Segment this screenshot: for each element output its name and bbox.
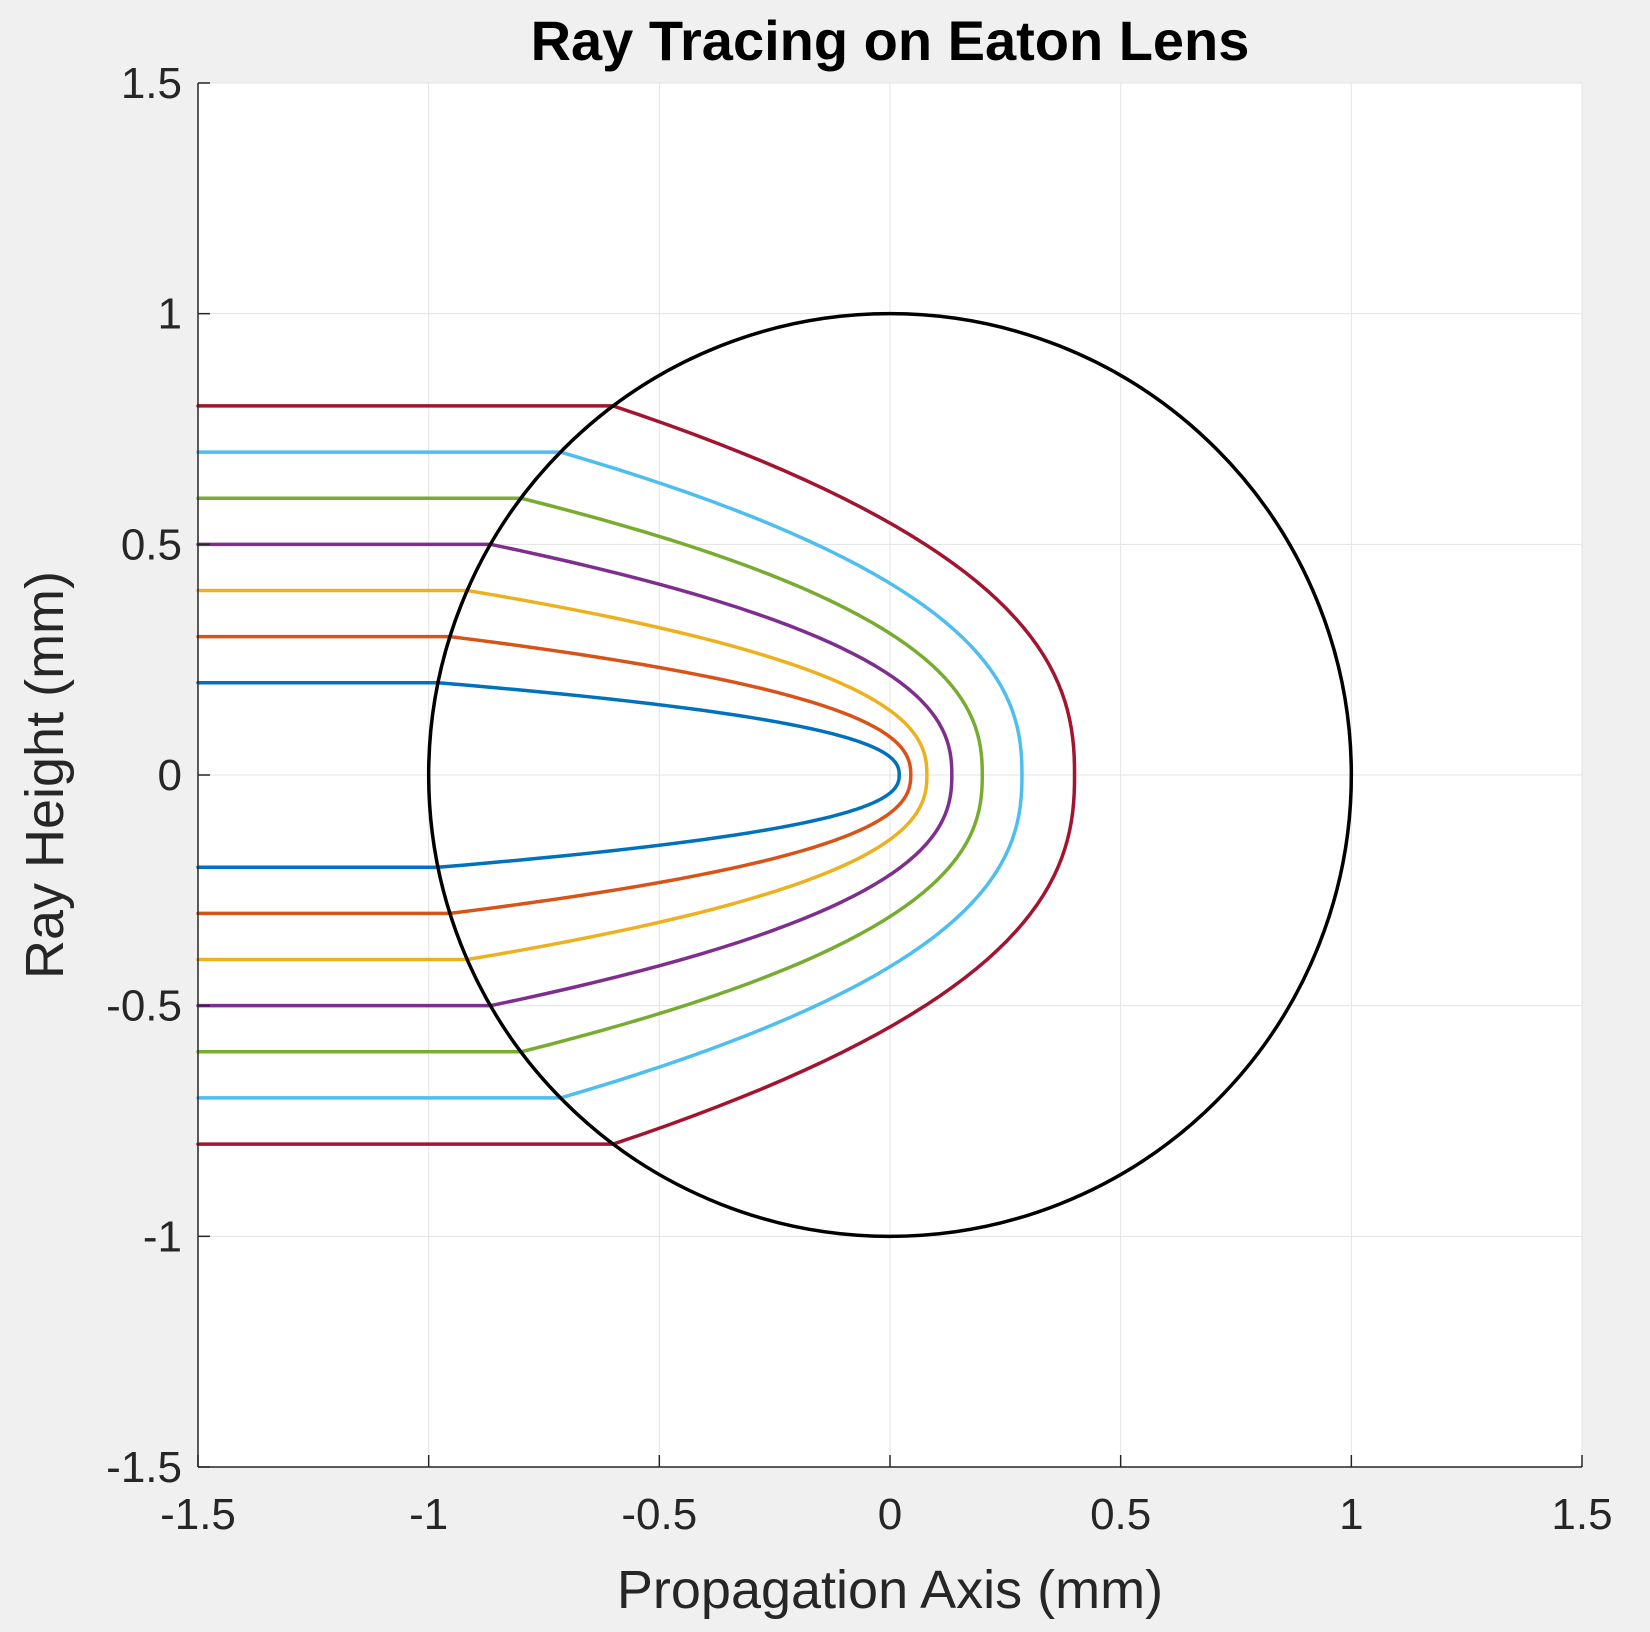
x-tick-label: 1.5 <box>1551 1490 1612 1539</box>
y-tick-label: 0 <box>158 751 182 800</box>
y-tick-label: -0.5 <box>106 982 182 1031</box>
ray-series-3 <box>196 588 929 962</box>
ray-series-5 <box>196 496 985 1054</box>
lens-boundary <box>426 311 1354 1239</box>
y-tick-labels: -1.5 -1 -0.5 0 0.5 1 1.5 <box>106 59 182 1492</box>
y-axis-label: Ray Height (mm) <box>15 571 75 979</box>
x-tick-label: -1 <box>409 1490 448 1539</box>
y-tick-label: 1.5 <box>121 59 182 108</box>
axes-box <box>197 82 1583 1468</box>
y-tick-label: 0.5 <box>121 520 182 569</box>
y-tick-label: -1 <box>143 1212 182 1261</box>
x-tick-label: 1 <box>1339 1490 1363 1539</box>
ray-series-7 <box>196 404 1077 1146</box>
x-tick-label: 0 <box>878 1490 902 1539</box>
ray-series-6 <box>196 450 1024 1100</box>
ray-paths <box>196 404 1077 1146</box>
x-tick-labels: -1.5 -1 -0.5 0 0.5 1 1.5 <box>160 1490 1613 1539</box>
x-tick-label: 0.5 <box>1090 1490 1151 1539</box>
y-tick-label: -1.5 <box>106 1443 182 1492</box>
chart-title: Ray Tracing on Eaton Lens <box>531 9 1250 72</box>
ray-series-1 <box>196 680 901 870</box>
x-axis-label: Propagation Axis (mm) <box>617 1560 1163 1620</box>
y-tick-label: 1 <box>158 290 182 339</box>
ray-series-4 <box>196 542 954 1008</box>
ray-series-2 <box>196 634 913 916</box>
x-tick-label: -0.5 <box>621 1490 697 1539</box>
x-tick-label: -1.5 <box>160 1490 236 1539</box>
